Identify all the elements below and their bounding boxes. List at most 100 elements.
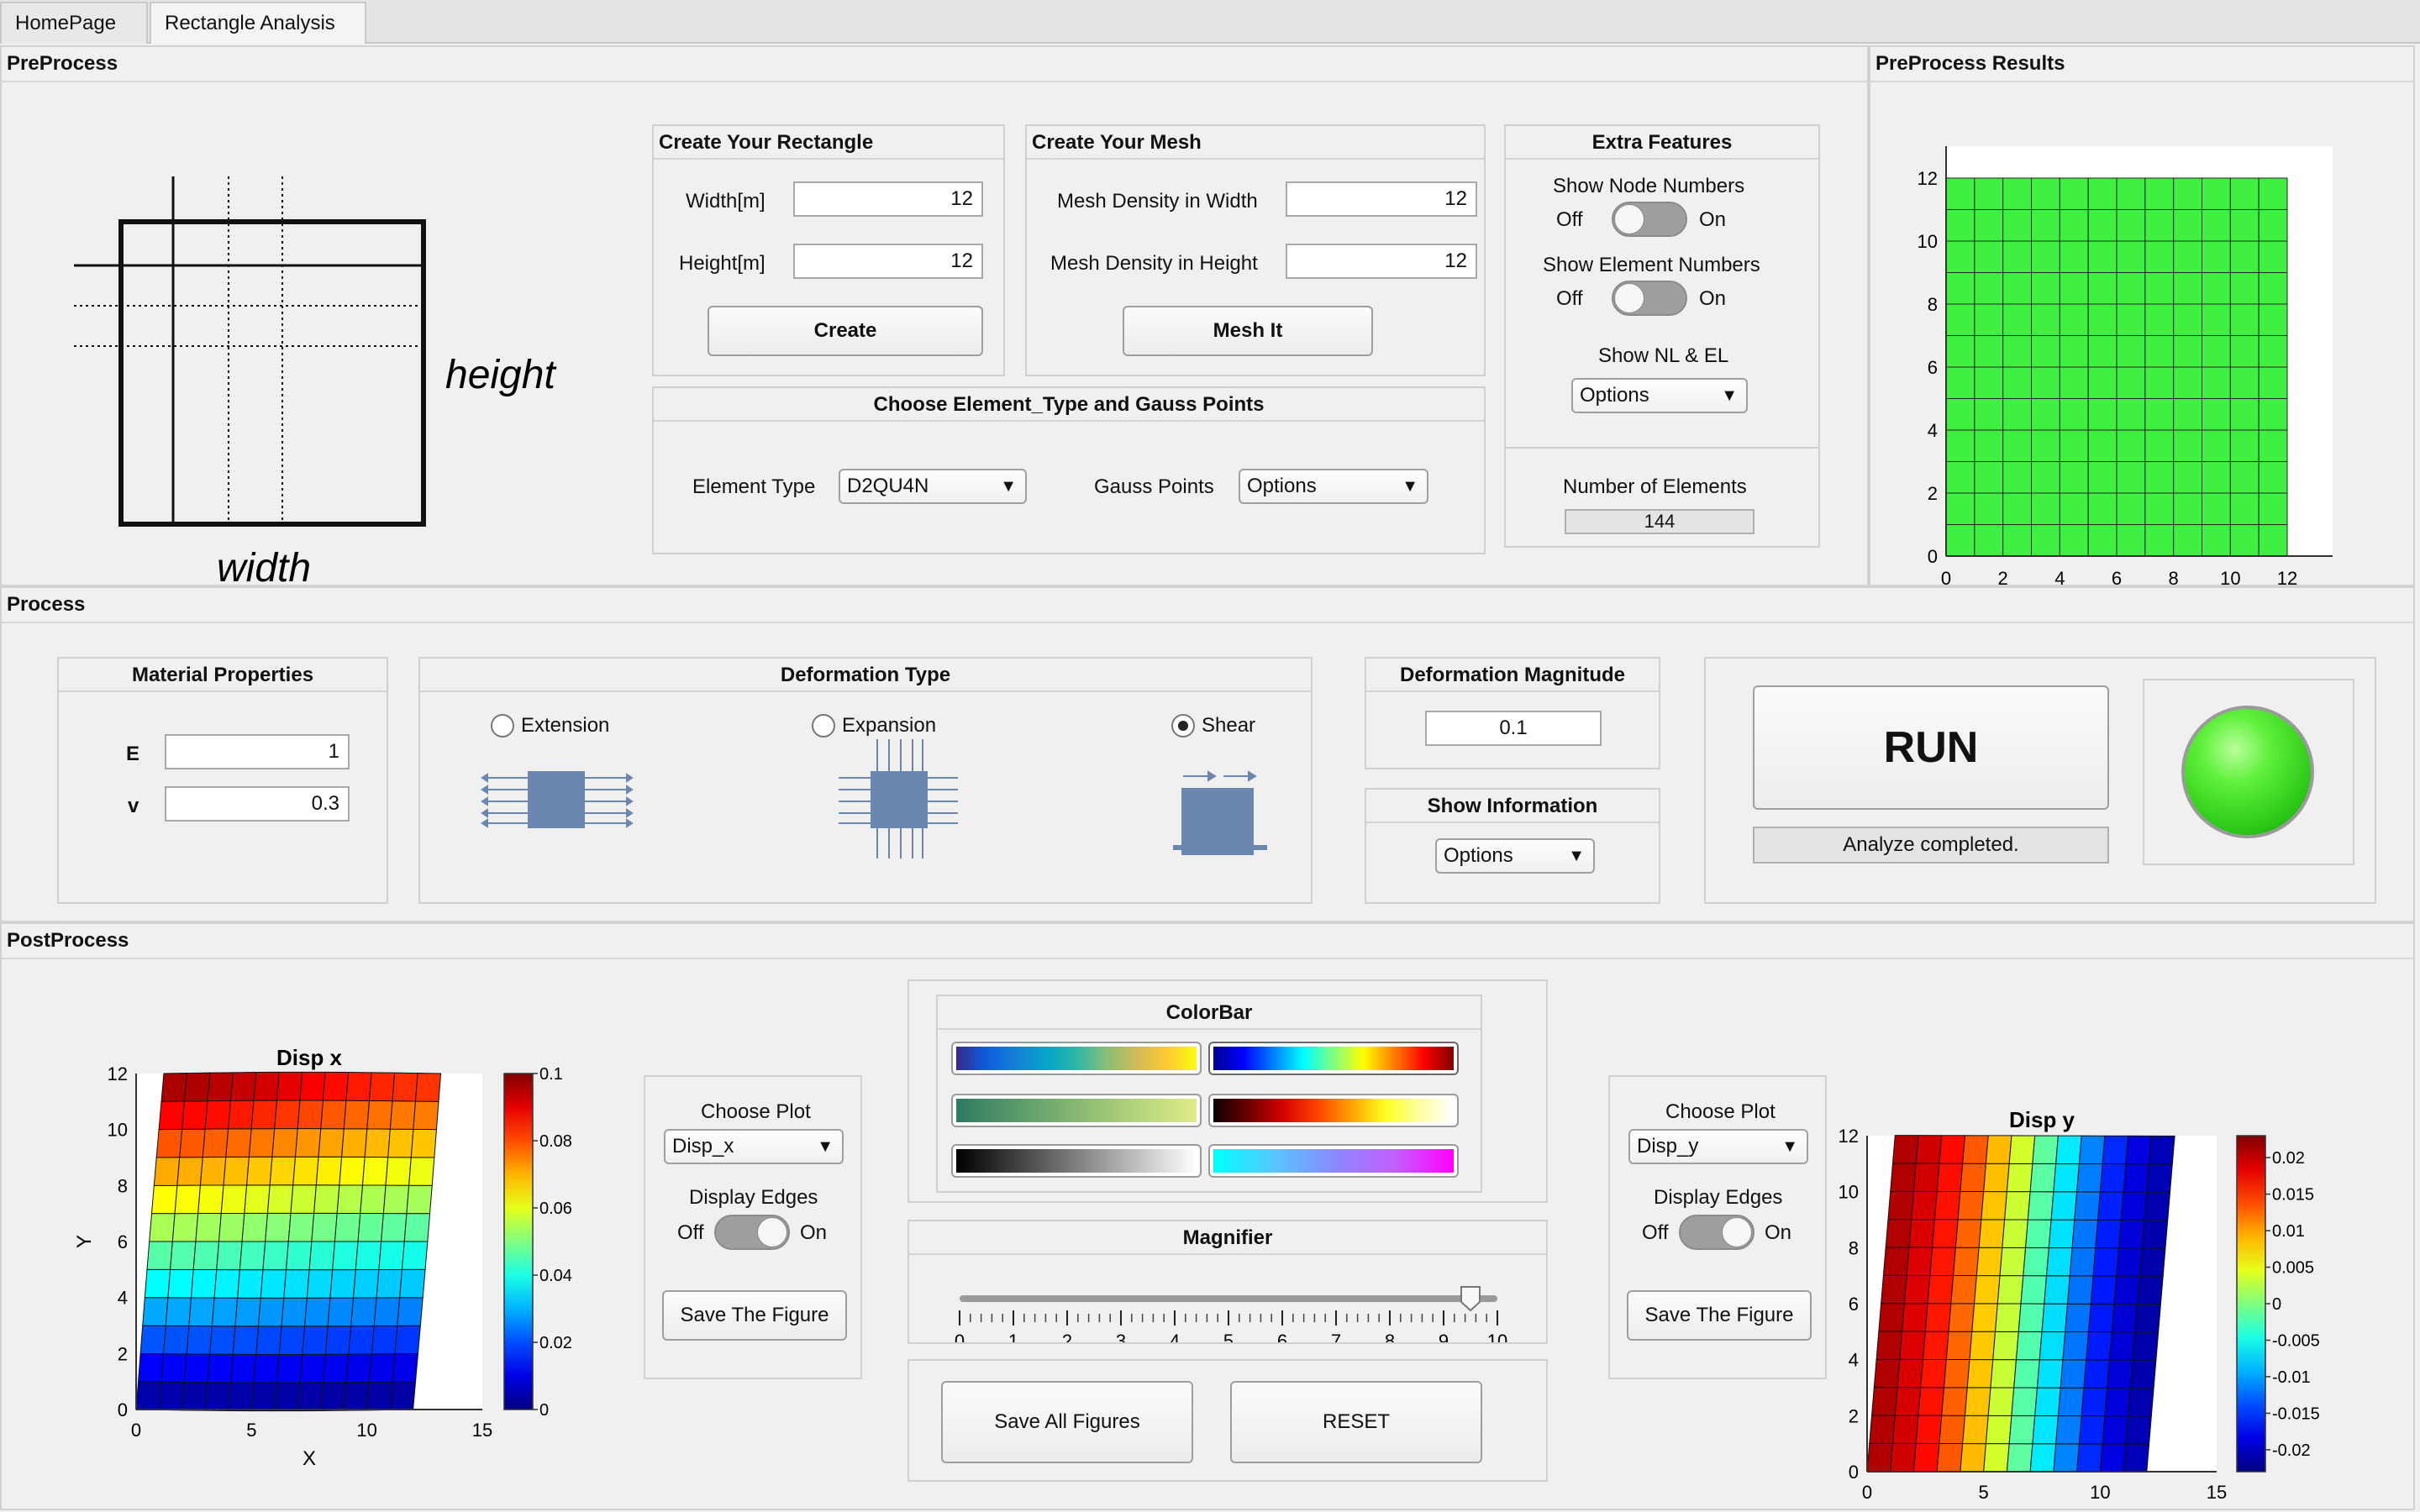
mesh-cell: [1990, 1359, 2018, 1389]
mesh-element: [2116, 272, 2146, 305]
display-edges-switch-left[interactable]: [714, 1215, 790, 1250]
y-tick-label: 8: [118, 1175, 128, 1196]
mesh-cell: [381, 1213, 408, 1242]
mesh-element: [1945, 461, 1975, 494]
save-figure-button-right[interactable]: Save The Figure: [1627, 1290, 1812, 1341]
mesh-cell: [1899, 1331, 1926, 1360]
right-plot-controls: Choose Plot Disp_y ▼ Display Edges Off On…: [1608, 1075, 1827, 1379]
mesh-element: [2229, 209, 2260, 242]
extension-radio[interactable]: [491, 714, 514, 738]
height-field[interactable]: 12: [793, 244, 983, 279]
shear-radio[interactable]: [1171, 714, 1195, 738]
magnifier-slider[interactable]: 0 1 2 3 4 5 6 7 8 9 10: [909, 1255, 1548, 1342]
mesh-element: [2202, 398, 2231, 431]
mesh-cell: [2128, 1387, 2154, 1417]
plot-dropdown-left[interactable]: Disp_x ▼: [664, 1129, 844, 1164]
mesh-cell: [271, 1128, 298, 1158]
create-button[interactable]: Create: [708, 306, 983, 356]
mesh-cell: [371, 1325, 398, 1355]
tab-homepage[interactable]: HomePage: [0, 2, 148, 44]
mesh-cell: [1978, 1219, 2006, 1248]
edges-off-label-right: Off: [1642, 1221, 1669, 1244]
display-edges-switch-right[interactable]: [1679, 1215, 1754, 1250]
slider-tick-label: 6: [1277, 1331, 1287, 1342]
mesh-cell: [171, 1213, 199, 1242]
mesh-cell: [2123, 1443, 2150, 1473]
reset-button[interactable]: RESET: [1230, 1381, 1482, 1463]
mesh-element: [2002, 335, 2033, 368]
save-figure-button-left[interactable]: Save The Figure: [662, 1290, 847, 1341]
mesh-cell: [1927, 1274, 1954, 1305]
e-field[interactable]: 1: [165, 734, 350, 769]
mesh-element: [1974, 240, 2004, 273]
mesh-cell: [413, 1100, 439, 1131]
gauss-points-dropdown[interactable]: Options ▼: [1239, 469, 1428, 504]
show-information-panel: Show Information Options ▼: [1365, 788, 1660, 904]
tab-rectangle-analysis[interactable]: Rectangle Analysis: [150, 2, 366, 44]
run-button[interactable]: RUN: [1753, 685, 2109, 810]
mesh-cell: [276, 1353, 303, 1383]
colorbar-tick-label: 0.005: [2272, 1259, 2314, 1278]
mesh-it-button[interactable]: Mesh It: [1123, 306, 1373, 356]
mesh-cell: [2132, 1331, 2160, 1361]
mesh-cell: [2036, 1359, 2064, 1389]
colormap-jet[interactable]: [1208, 1042, 1459, 1075]
v-field[interactable]: 0.3: [165, 786, 350, 822]
node-off-label: Off: [1556, 208, 1583, 231]
mesh-element: [2059, 461, 2089, 494]
colormap-summer[interactable]: [951, 1094, 1202, 1127]
mesh-cell: [297, 1382, 324, 1412]
element-type-dropdown[interactable]: D2QU4N ▼: [839, 469, 1027, 504]
mesh-cell: [255, 1326, 282, 1355]
mesh-element: [2002, 461, 2033, 494]
mesh-cell: [1941, 1387, 1968, 1416]
mesh-cell: [1912, 1442, 1940, 1473]
mesh-cell: [135, 1381, 162, 1410]
mesh-cell: [260, 1269, 287, 1299]
mesh-element: [2258, 429, 2288, 462]
colormap-hot[interactable]: [1208, 1094, 1459, 1127]
mesh-element: [2229, 366, 2260, 399]
mesh-cell: [199, 1156, 227, 1186]
mesh-element: [2031, 429, 2060, 462]
mesh-element: [2031, 272, 2060, 305]
chevron-down-icon: ▼: [1781, 1137, 1798, 1156]
mesh-cell: [360, 1184, 387, 1215]
mesh-cell: [1939, 1415, 1966, 1445]
mesh-element: [2116, 209, 2146, 242]
mesh-density-height-field[interactable]: 12: [1286, 244, 1477, 279]
node-numbers-switch[interactable]: [1612, 202, 1687, 237]
x-tick-label: 2: [1998, 568, 2008, 585]
mesh-cell: [2034, 1387, 2061, 1416]
colormap-gray[interactable]: [951, 1144, 1202, 1178]
plot-dropdown-right[interactable]: Disp_y ▼: [1628, 1129, 1808, 1164]
mesh-cell: [2123, 1163, 2150, 1193]
colormap-cool[interactable]: [1208, 1144, 1459, 1178]
mesh-element: [2202, 335, 2231, 368]
y-tick-label: 12: [108, 1063, 128, 1084]
deformation-magnitude-field[interactable]: 0.1: [1425, 711, 1602, 746]
width-field[interactable]: 12: [793, 181, 983, 217]
x-tick-label: 0: [1862, 1482, 1872, 1503]
mesh-cell: [1876, 1331, 1903, 1360]
mesh-cell: [410, 1128, 437, 1158]
mesh-cell: [406, 1184, 433, 1215]
show-information-dropdown[interactable]: Options ▼: [1435, 838, 1595, 874]
mesh-density-width-field[interactable]: 12: [1286, 181, 1477, 217]
save-all-figures-button[interactable]: Save All Figures: [941, 1381, 1193, 1463]
expansion-radio[interactable]: [812, 714, 835, 738]
mesh-element: [2229, 240, 2260, 273]
colorbar-tick-label: -0.005: [2272, 1331, 2320, 1350]
mesh-element: [2173, 366, 2202, 399]
colormap-parula[interactable]: [951, 1042, 1202, 1075]
mesh-cell: [1906, 1247, 1933, 1276]
element-numbers-switch[interactable]: [1612, 281, 1687, 316]
mesh-cell: [2139, 1247, 2166, 1277]
magnifier-panel: Magnifier 0 1 2 3 4 5 6 7 8 9 10: [908, 1220, 1548, 1344]
mesh-cell: [2066, 1275, 2094, 1305]
nl-el-dropdown[interactable]: Options ▼: [1571, 378, 1748, 413]
mesh-cell: [348, 1325, 375, 1355]
mesh-element: [2031, 492, 2060, 525]
mesh-element: [2173, 461, 2202, 494]
mesh-cell: [230, 1353, 257, 1383]
